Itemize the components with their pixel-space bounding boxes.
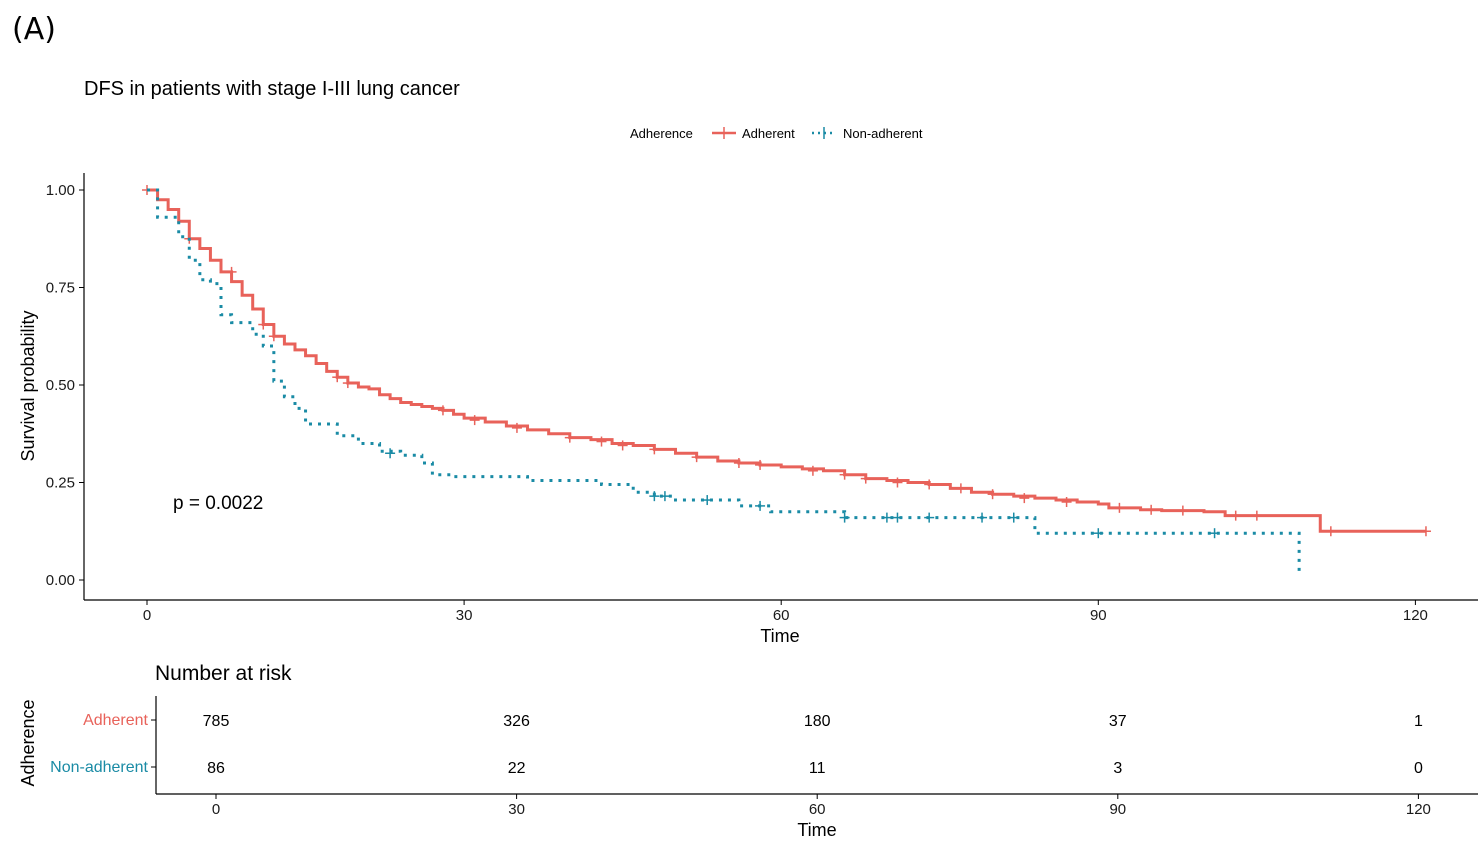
- censor-mark-adherent: [437, 405, 448, 416]
- censor-mark-adherent: [733, 458, 744, 468]
- censor-mark-adherent: [258, 319, 269, 330]
- y-tick-label: 0.50: [46, 377, 75, 394]
- x-tick-label: 0: [143, 607, 151, 624]
- risk-row-label: Non-adherent: [50, 759, 148, 776]
- risk-x-tick-label: 30: [508, 801, 525, 818]
- censor-mark-adherent: [860, 473, 871, 484]
- censor-mark-adherent: [955, 483, 966, 494]
- risk-x-tick-label: 120: [1406, 801, 1431, 818]
- x-tick-label: 120: [1403, 607, 1428, 624]
- censor-mark-non-adherent: [977, 512, 988, 523]
- censor-mark-adherent: [1061, 497, 1072, 507]
- x-tick-label: 90: [1090, 607, 1107, 624]
- risk-count: 180: [804, 713, 831, 730]
- risk-table-title: Number at risk: [155, 662, 292, 685]
- censor-mark-adherent: [342, 378, 353, 389]
- censor-mark-adherent: [1146, 504, 1157, 515]
- censor-mark-adherent: [511, 422, 522, 433]
- censor-mark-adherent: [596, 436, 607, 447]
- panel-label: (A): [12, 12, 56, 47]
- censor-mark-non-adherent: [385, 448, 396, 459]
- risk-table-axes: [155, 696, 1478, 795]
- x-tick-label: 30: [456, 607, 473, 624]
- censor-mark-non-adherent: [755, 500, 766, 511]
- survival-curves: [142, 185, 1431, 577]
- main-axes: [83, 173, 1478, 601]
- risk-count: 22: [508, 760, 526, 777]
- censor-mark-adherent: [1177, 505, 1188, 516]
- censor-mark-non-adherent: [1209, 528, 1220, 539]
- censor-mark-adherent: [892, 477, 903, 488]
- censor-mark-non-adherent: [881, 512, 892, 523]
- y-tick-label: 0.75: [46, 280, 75, 297]
- censor-mark-non-adherent: [839, 512, 850, 523]
- risk-count: 86: [207, 760, 225, 777]
- censor-mark-non-adherent: [649, 491, 660, 502]
- risk-x-tick-label: 90: [1109, 801, 1126, 818]
- censor-mark-adherent: [1230, 510, 1241, 521]
- main-ticks: 0 30 60 90 120 0.00 0.25 0.50 0.75 1.00: [46, 182, 1428, 624]
- censor-mark-adherent: [332, 372, 343, 383]
- censor-mark-non-adherent: [659, 491, 670, 502]
- censor-mark-adherent: [268, 331, 279, 342]
- censor-mark-non-adherent: [892, 512, 903, 523]
- risk-count: 1: [1414, 713, 1423, 730]
- risk-x-tick-label: 0: [212, 801, 220, 818]
- censor-mark-non-adherent: [1008, 512, 1019, 523]
- censor-mark-adherent: [1251, 510, 1262, 521]
- risk-x-tick-label: 60: [809, 801, 826, 818]
- censor-mark-adherent: [226, 266, 237, 277]
- risk-table-y-title: Adherence: [18, 699, 38, 786]
- censor-mark-adherent: [1114, 502, 1125, 513]
- censor-mark-adherent: [987, 489, 998, 500]
- series-line-adherent: [147, 188, 1426, 533]
- censor-mark-adherent: [617, 440, 628, 451]
- censor-mark-adherent: [564, 432, 575, 443]
- x-tick-label: 60: [773, 607, 790, 624]
- risk-x-axis-title: Time: [797, 820, 836, 840]
- censor-mark-adherent: [1420, 526, 1431, 537]
- censor-mark-adherent: [691, 452, 702, 463]
- p-value-annotation: p = 0.0022: [173, 493, 263, 514]
- legend-label-nonadherent: Non-adherent: [843, 126, 923, 141]
- censor-mark-non-adherent: [924, 512, 935, 523]
- legend: Adherence Adherent Non-adherent: [630, 126, 923, 141]
- censor-mark-adherent: [924, 479, 935, 490]
- y-tick-label: 0.25: [46, 475, 75, 492]
- censor-mark-adherent: [755, 459, 766, 470]
- y-tick-label: 0.00: [46, 572, 75, 589]
- series-line-non-adherent: [147, 188, 1301, 577]
- risk-count: 11: [809, 760, 826, 777]
- risk-count: 37: [1109, 713, 1127, 730]
- censor-mark-adherent: [1019, 493, 1030, 504]
- censor-mark-adherent: [807, 465, 818, 476]
- censor-mark-adherent: [839, 469, 850, 480]
- risk-count: 326: [503, 713, 530, 730]
- chart-title: DFS in patients with stage I-III lung ca…: [84, 78, 460, 100]
- risk-count: 0: [1414, 760, 1423, 777]
- y-axis-title: Survival probability: [18, 310, 38, 461]
- censor-mark-adherent: [469, 415, 480, 426]
- risk-row-label: Adherent: [83, 712, 148, 729]
- x-axis-title: Time: [760, 626, 799, 646]
- censor-mark-adherent: [649, 444, 660, 455]
- legend-label-adherent: Adherent: [742, 126, 795, 141]
- y-tick-label: 1.00: [46, 182, 75, 199]
- censor-mark-non-adherent: [1093, 528, 1104, 539]
- censor-mark-non-adherent: [702, 495, 713, 506]
- risk-count: 785: [203, 713, 230, 730]
- risk-count: 3: [1113, 760, 1122, 777]
- legend-title: Adherence: [630, 126, 693, 141]
- censor-mark-adherent: [1325, 526, 1336, 537]
